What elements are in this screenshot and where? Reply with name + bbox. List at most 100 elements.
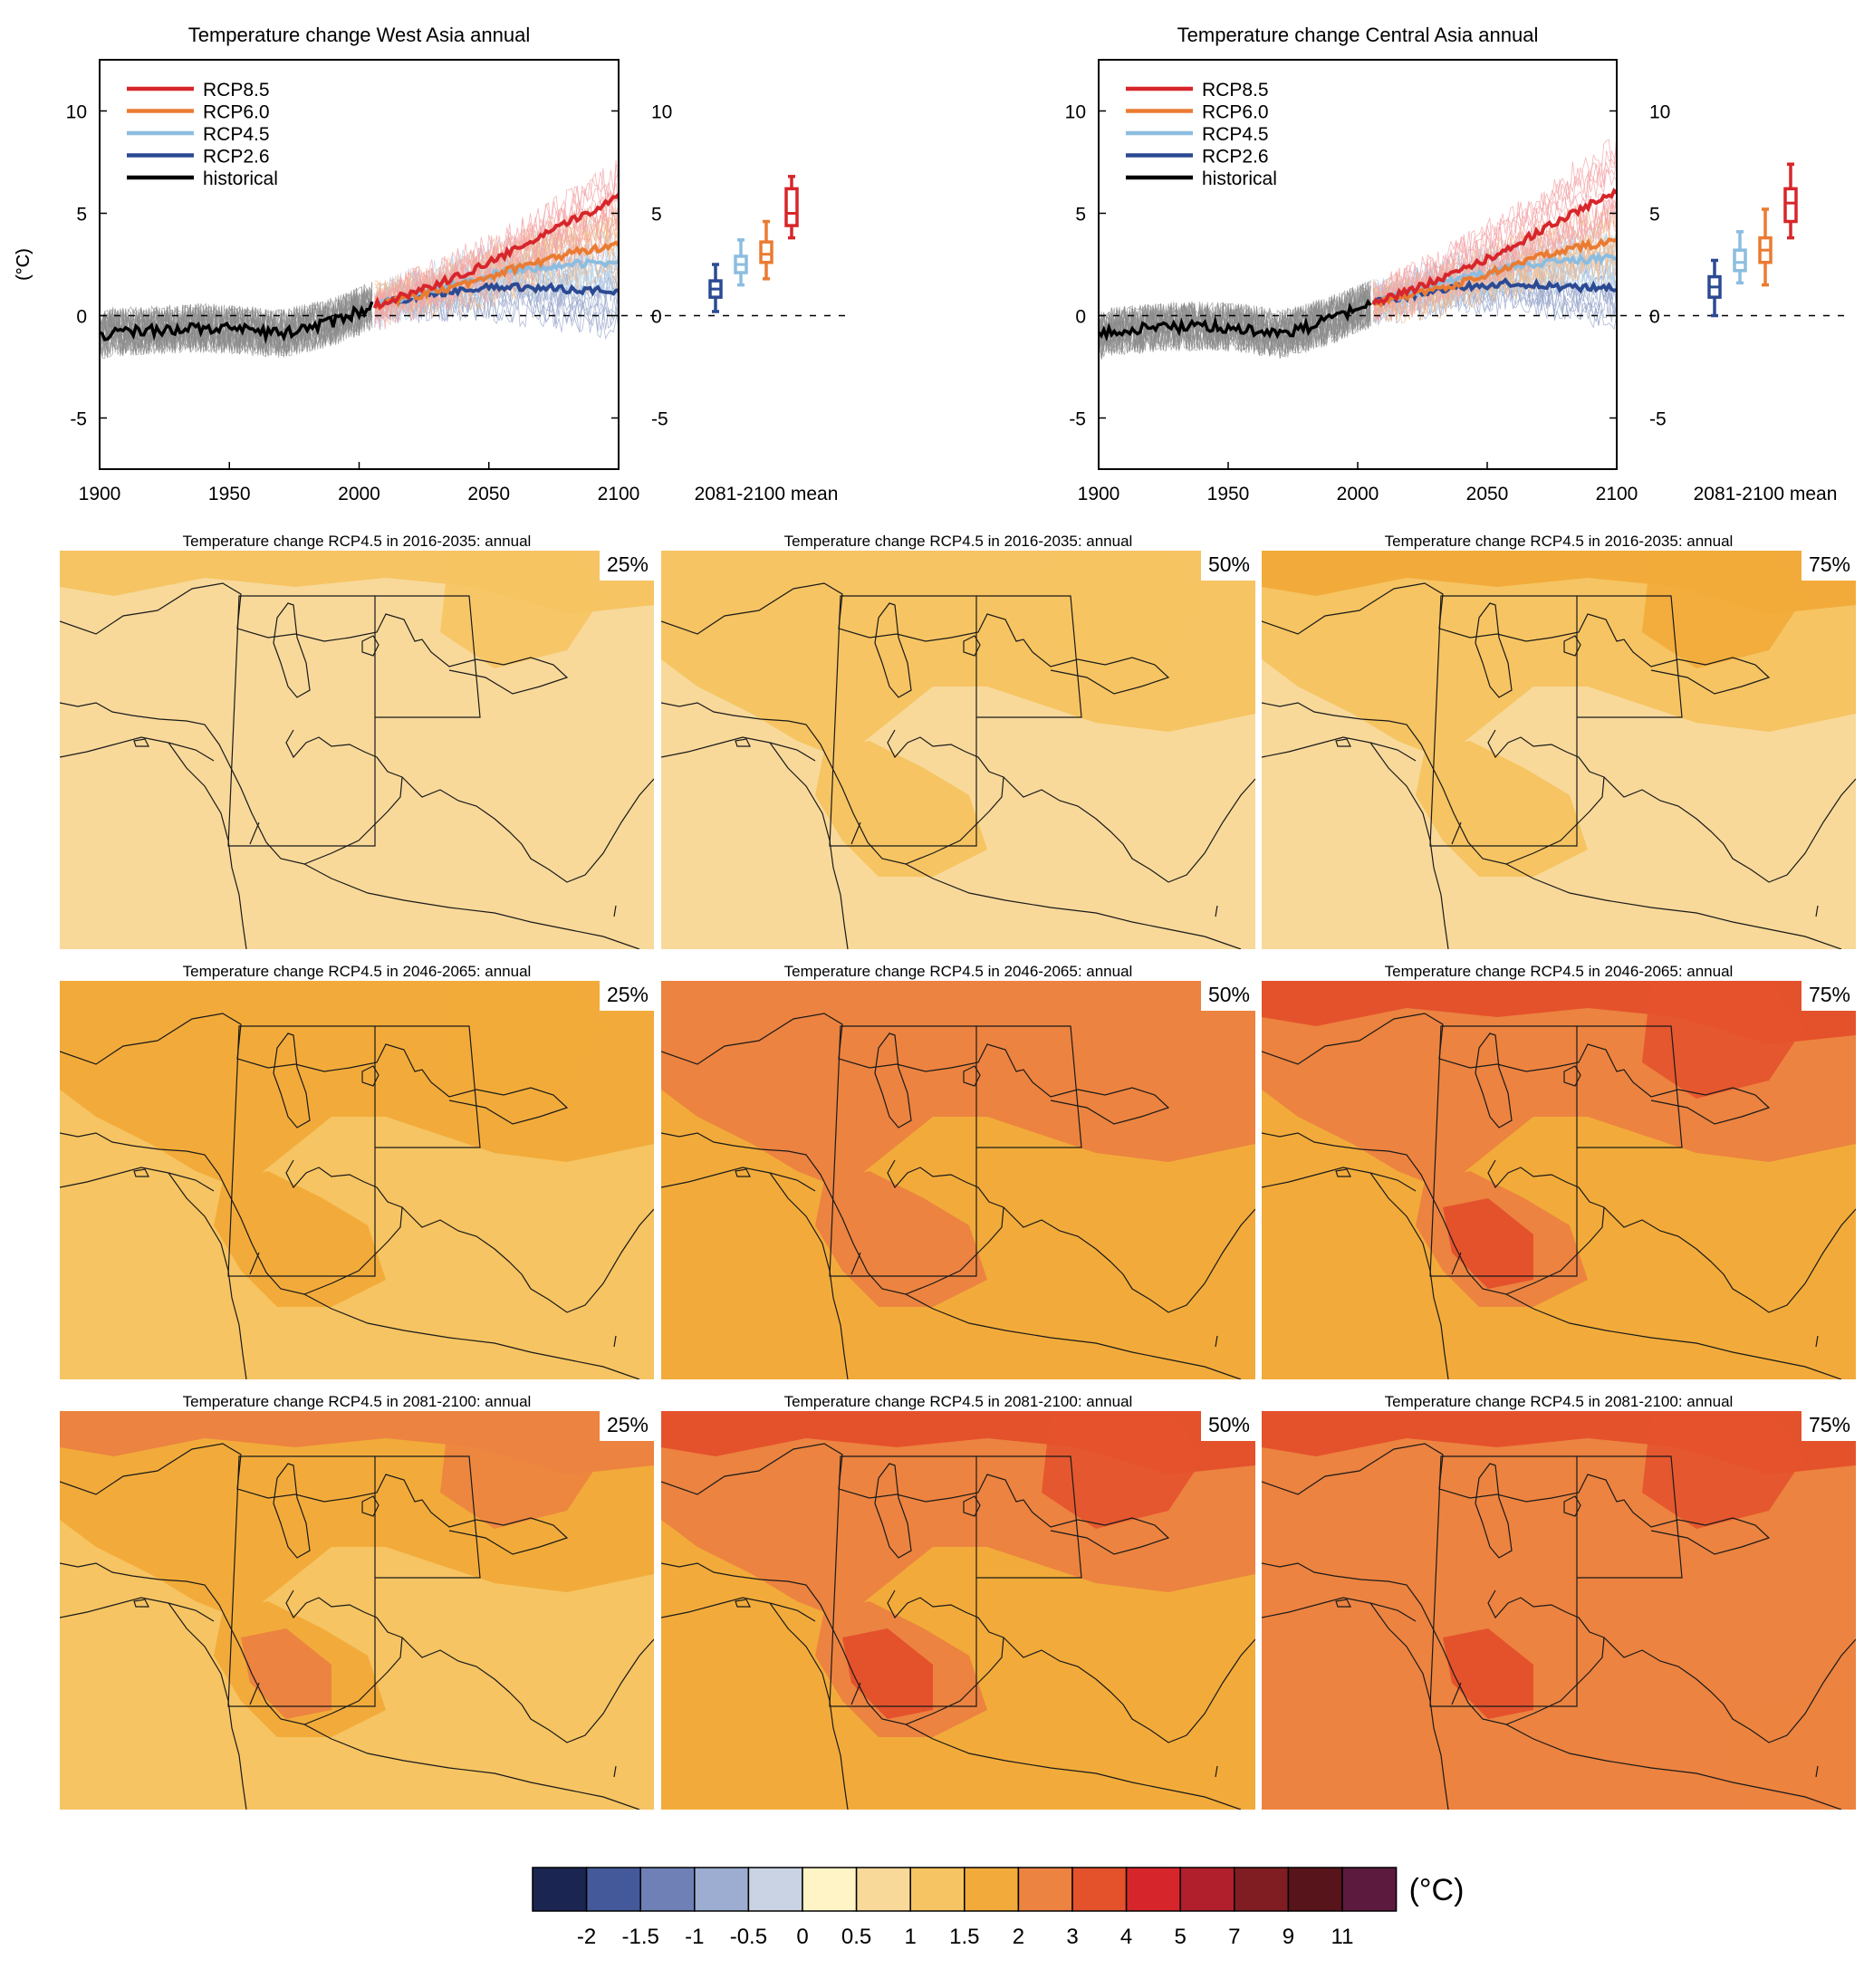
legend-label: RCP2.6	[1202, 147, 1269, 168]
percentile-label: 25%	[599, 981, 654, 1011]
island-mark	[1815, 1765, 1819, 1778]
legend-label: RCP6.0	[203, 102, 270, 123]
y-tick-label: -5	[70, 409, 87, 430]
map-canvas	[1262, 1411, 1856, 1810]
line-chart-1: Temperature change Central Asia annual (°…	[14, 24, 1852, 504]
box-body	[784, 187, 799, 227]
colorbar-segment	[964, 1867, 1020, 1912]
map-panel: 25%	[60, 551, 654, 949]
region-box-central-asia	[375, 1455, 481, 1579]
colorbar-label: 1.5	[949, 1925, 979, 1949]
legend-label: RCP4.5	[203, 124, 270, 145]
contour-region	[1416, 741, 1588, 877]
contour-region	[214, 741, 386, 877]
map-canvas	[60, 1411, 654, 1810]
coastline	[1262, 1443, 1856, 1810]
region-box-central-asia	[976, 1025, 1082, 1148]
box-RCP8.5	[1783, 162, 1798, 240]
coastline	[661, 1013, 1255, 1379]
box-axis-label: 2081-2100 mean	[1694, 484, 1838, 504]
colorbar-segment	[694, 1867, 750, 1912]
x-tick-label: 2050	[467, 484, 510, 504]
colorbar-segment	[1017, 1867, 1073, 1912]
y-axis-label: (°C)	[14, 248, 34, 281]
island-mark	[1815, 1335, 1819, 1348]
scenario-member-line	[374, 194, 619, 321]
box-RCP6.0	[759, 219, 773, 281]
map-title: Temperature change RCP4.5 in 2081-2100: …	[783, 1393, 1133, 1410]
colorbar-segment	[1287, 1867, 1343, 1912]
map-title: Temperature change RCP4.5 in 2046-2065: …	[783, 963, 1133, 980]
island-mark	[1815, 905, 1819, 917]
map-panel: 75%	[1262, 551, 1856, 949]
percentile-label: 50%	[1200, 981, 1255, 1011]
box-body	[1783, 187, 1798, 224]
colorbar-segment	[1125, 1867, 1181, 1912]
x-tick-label: 2100	[598, 484, 640, 504]
historical-member-line	[1099, 287, 1371, 354]
y-tick-label-right: 10	[651, 102, 672, 123]
mean-line-RCP8.5	[372, 193, 619, 311]
coastline	[661, 1443, 1255, 1810]
island-mark	[1215, 1765, 1218, 1778]
contour-region	[1042, 1411, 1205, 1529]
region-box-central-asia	[976, 1455, 1082, 1579]
lake-outline	[735, 1463, 981, 1608]
scenario-member-line	[374, 168, 619, 312]
legend-label: historical	[1202, 168, 1277, 189]
map-title: Temperature change RCP4.5 in 2016-2035: …	[783, 533, 1133, 550]
x-tick-label: 1950	[208, 484, 251, 504]
colorbar-label: -1	[685, 1925, 704, 1949]
lake-outline	[1335, 1463, 1581, 1608]
coastline	[1262, 1013, 1856, 1379]
historical-member-line	[1099, 289, 1371, 354]
colorbar-segment	[532, 1867, 588, 1912]
y-tick-label: 0	[76, 307, 87, 328]
y-tick-label-right: 5	[651, 205, 662, 226]
x-tick-label: 2100	[1596, 484, 1638, 504]
region-box-central-asia	[375, 595, 481, 718]
map-canvas	[661, 1411, 1255, 1810]
colorbar-label: 2	[1013, 1925, 1024, 1949]
coastline	[661, 582, 1255, 949]
colorbar-label: 1	[905, 1925, 917, 1949]
colorbar-segment	[855, 1867, 911, 1912]
region-box-west-asia	[227, 595, 376, 847]
contour-region	[440, 551, 603, 668]
x-tick-label: 2000	[1337, 484, 1379, 504]
colorbar-label: -1.5	[622, 1925, 659, 1949]
legend-label: RCP8.5	[1202, 80, 1269, 101]
mean-line-RCP6.0	[373, 240, 619, 312]
contour-region	[815, 741, 987, 877]
map-canvas	[661, 981, 1255, 1379]
contour-region	[1733, 1683, 1856, 1810]
y-tick-label-right: 10	[1649, 102, 1670, 123]
x-tick-label: 1900	[79, 484, 121, 504]
lake-outline	[735, 1032, 981, 1177]
historical-member-line	[100, 289, 373, 356]
island-mark	[613, 1335, 617, 1348]
legend-label: RCP6.0	[1202, 102, 1269, 123]
contour-region	[1042, 551, 1205, 668]
colorbar-label: -0.5	[730, 1925, 767, 1949]
contour-region	[531, 1253, 654, 1379]
map-title: Temperature change RCP4.5 in 2046-2065: …	[182, 963, 532, 980]
map-panel: 25%	[60, 1411, 654, 1810]
colorbar-label: 7	[1228, 1925, 1240, 1949]
x-tick-label: 1950	[1207, 484, 1250, 504]
colorbar-label: 5	[1175, 1925, 1187, 1949]
legend-label: RCP4.5	[1202, 124, 1269, 145]
region-box-central-asia	[1577, 595, 1683, 718]
colorbar-segment	[639, 1867, 696, 1912]
y-tick-label-right: 5	[1649, 205, 1660, 226]
region-box-central-asia	[375, 1025, 481, 1148]
legend-label: RCP8.5	[203, 80, 270, 101]
time-series-charts: Temperature change West Asia annual (°C) 1…	[14, 24, 1852, 504]
region-box-west-asia	[1429, 595, 1578, 847]
box-RCP8.5	[784, 175, 799, 240]
contour-region	[1042, 981, 1205, 1099]
contour-region	[531, 822, 654, 949]
mean-line-RCP8.5	[1371, 187, 1617, 306]
colorbar-label: -2	[577, 1925, 596, 1949]
colorbar-unit: (°C)	[1409, 1873, 1465, 1907]
